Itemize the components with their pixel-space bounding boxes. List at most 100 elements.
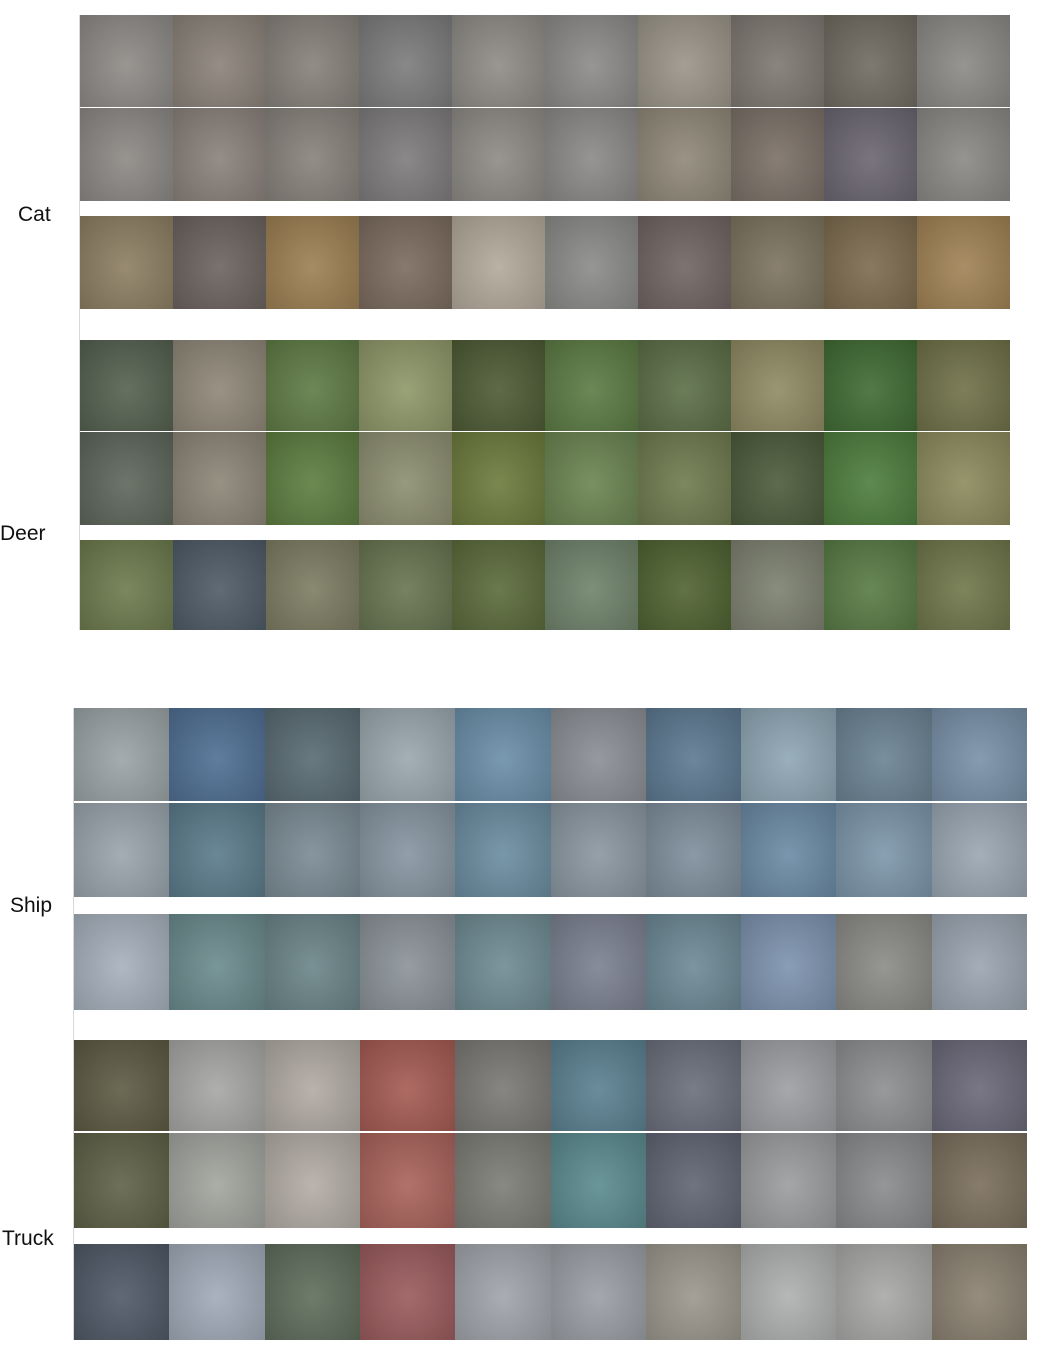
truck-sample-tile — [169, 1040, 265, 1131]
deer-sample-tile — [452, 432, 545, 525]
truck-sample-tile — [550, 1244, 646, 1340]
cat-sample-tile — [638, 216, 731, 309]
deer-sample-tile — [731, 540, 824, 630]
cat-sample-tile — [731, 216, 824, 309]
deer-sample-tile — [824, 540, 917, 630]
deer-sample-tile — [80, 432, 173, 525]
ship-sample-tile — [74, 803, 170, 897]
truck-sample-tile — [359, 1244, 456, 1340]
cat-sample-tile — [452, 15, 545, 107]
truck-sample-tile — [264, 1244, 360, 1340]
ship-sample-tile — [836, 708, 932, 801]
deer-sample-tile — [452, 540, 545, 630]
truck-sample-tile — [645, 1133, 742, 1228]
cat-sample-tile — [824, 216, 917, 309]
cat-sample-tile — [917, 15, 1010, 107]
cat-sample-tile — [266, 15, 359, 107]
ship-sample-tile — [931, 803, 1027, 897]
group-label-cat: Cat — [18, 203, 51, 226]
group-label-truck: Truck — [2, 1227, 54, 1250]
deer-sample-tile — [173, 340, 266, 431]
deer-sample-tile — [173, 540, 266, 630]
cat-sample-tile — [545, 216, 638, 309]
deer-row-1 — [80, 340, 1010, 431]
cat-sample-tile — [545, 15, 638, 107]
cat-sample-tile — [638, 15, 731, 107]
ship-sample-tile — [550, 914, 646, 1010]
cat-sample-tile — [173, 216, 266, 309]
deer-sample-tile — [545, 432, 638, 525]
truck-sample-tile — [359, 1133, 456, 1228]
truck-sample-tile — [931, 1040, 1027, 1131]
truck-sample-tile — [455, 1133, 551, 1228]
truck-sample-tile — [550, 1040, 646, 1131]
deer-row-3 — [80, 540, 1010, 630]
ship-sample-tile — [169, 914, 265, 1010]
cat-sample-tile — [452, 108, 545, 201]
cat-row-2 — [80, 108, 1010, 201]
deer-sample-tile — [266, 432, 359, 525]
group-label-ship: Ship — [10, 894, 53, 917]
ship-sample-tile — [169, 708, 265, 801]
truck-row-3 — [74, 1244, 1027, 1340]
truck-sample-tile — [836, 1040, 932, 1131]
deer-sample-tile — [452, 340, 545, 431]
truck-sample-tile — [645, 1040, 742, 1131]
cat-sample-tile — [266, 216, 359, 309]
cat-sample-tile — [638, 108, 731, 201]
deer-sample-tile — [638, 540, 731, 630]
deer-sample-tile — [731, 432, 824, 525]
cat-sample-tile — [359, 108, 452, 201]
cat-sample-tile — [359, 15, 452, 107]
truck-sample-tile — [741, 1133, 837, 1228]
ship-sample-tile — [169, 803, 265, 897]
deer-sample-tile — [266, 340, 359, 431]
truck-sample-tile — [264, 1040, 360, 1131]
deer-sample-tile — [917, 432, 1010, 525]
ship-sample-tile — [264, 803, 360, 897]
deer-row-2 — [80, 432, 1010, 525]
deer-sample-tile — [545, 540, 638, 630]
deer-sample-tile — [266, 540, 359, 630]
cat-sample-tile — [173, 15, 266, 107]
truck-sample-tile — [169, 1133, 265, 1228]
truck-sample-tile — [931, 1133, 1027, 1228]
ship-sample-tile — [931, 708, 1027, 801]
deer-sample-tile — [359, 340, 452, 431]
truck-sample-tile — [74, 1244, 170, 1340]
truck-sample-tile — [836, 1133, 932, 1228]
truck-row-1 — [74, 1040, 1027, 1131]
deer-sample-tile — [545, 340, 638, 431]
deer-sample-tile — [824, 340, 917, 431]
ship-sample-tile — [550, 803, 646, 897]
cat-sample-tile — [731, 108, 824, 201]
truck-sample-tile — [741, 1040, 837, 1131]
deer-sample-tile — [824, 432, 917, 525]
deer-sample-tile — [80, 540, 173, 630]
truck-sample-tile — [836, 1244, 932, 1340]
truck-sample-tile — [645, 1244, 742, 1340]
deer-sample-tile — [638, 432, 731, 525]
ship-sample-tile — [931, 914, 1027, 1010]
ship-row-2 — [74, 803, 1027, 897]
ship-sample-tile — [645, 803, 742, 897]
truck-sample-tile — [359, 1040, 456, 1131]
ship-sample-tile — [359, 803, 456, 897]
ship-sample-tile — [741, 914, 837, 1010]
ship-sample-tile — [645, 708, 742, 801]
cat-sample-tile — [824, 108, 917, 201]
truck-sample-tile — [931, 1244, 1027, 1340]
ship-row-3 — [74, 914, 1027, 1010]
truck-sample-tile — [74, 1040, 170, 1131]
cat-row-1 — [80, 15, 1010, 107]
deer-sample-tile — [359, 432, 452, 525]
truck-sample-tile — [455, 1040, 551, 1131]
ship-sample-tile — [264, 708, 360, 801]
cat-sample-tile — [80, 15, 173, 107]
ship-sample-tile — [359, 914, 456, 1010]
top-panel-left-rule — [79, 15, 80, 630]
ship-sample-tile — [645, 914, 742, 1010]
truck-sample-tile — [550, 1133, 646, 1228]
deer-sample-tile — [917, 540, 1010, 630]
truck-sample-tile — [169, 1244, 265, 1340]
